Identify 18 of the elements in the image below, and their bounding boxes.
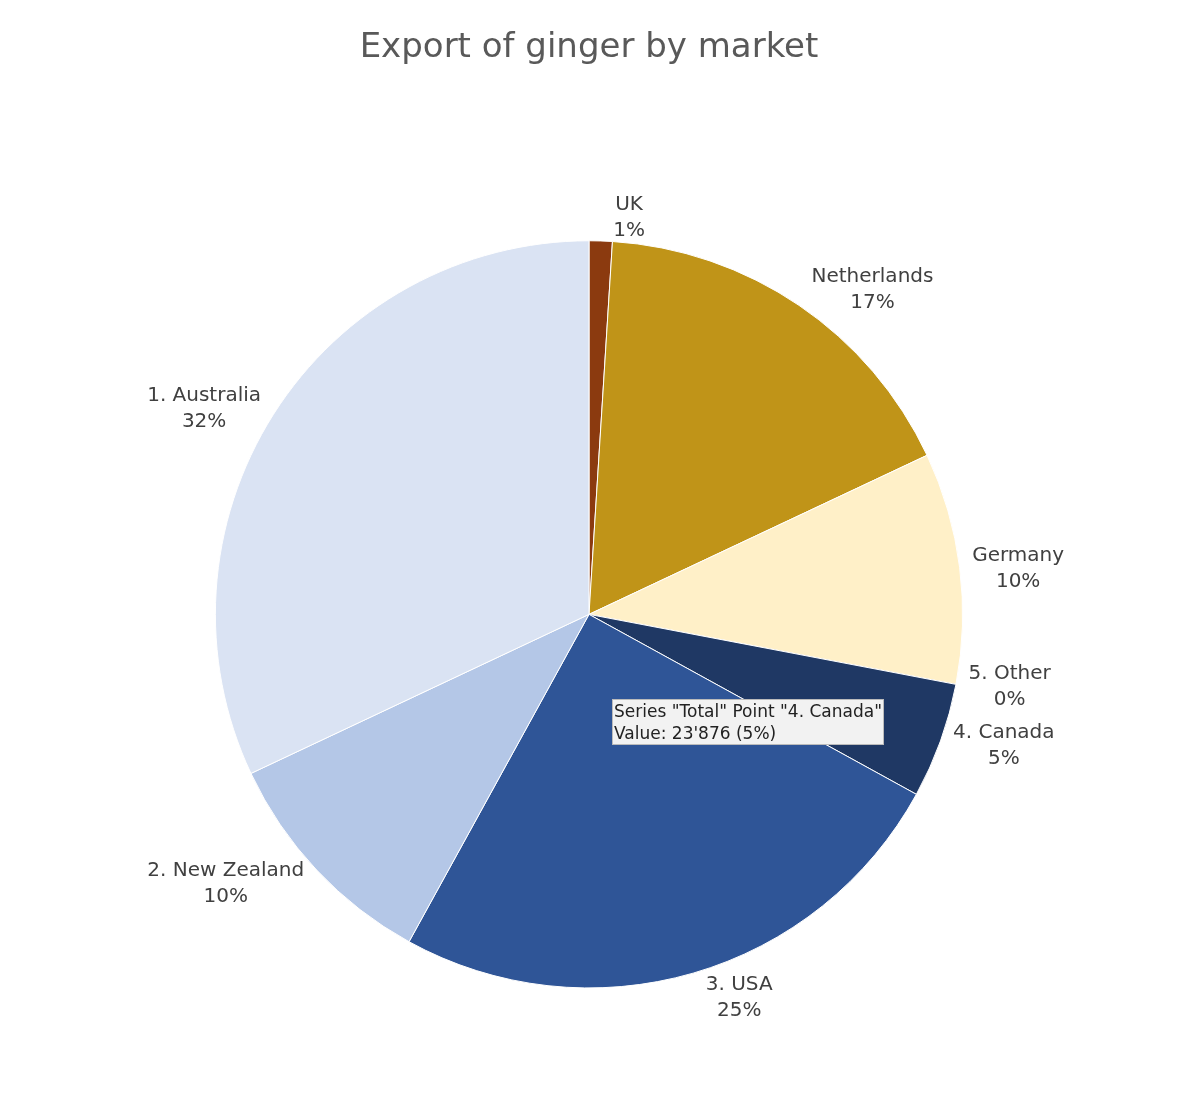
slice-label: 2. New Zealand (147, 856, 305, 881)
text: Series "Total" Point "4. Canada" Value: 23'876 (5%) (614, 701, 882, 744)
category-label: 5. Other (968, 660, 1051, 685)
data-label: 25% (716, 997, 762, 1022)
slice-label: Germany (972, 542, 1065, 567)
data-label: 10% (995, 568, 1041, 593)
slice-label: UK (615, 190, 644, 215)
chart-title: Export of ginger by market (359, 24, 819, 65)
data-label: 1% (613, 216, 645, 241)
data-label: 10% (203, 882, 248, 907)
slice-label: 1. Australia (147, 382, 262, 406)
data-label: 32% (181, 408, 227, 432)
text: 0% (993, 686, 1026, 711)
data-label: 17% (850, 289, 895, 314)
slice-label: Netherlands (811, 263, 934, 288)
slice-label: 4. Canada (953, 718, 1055, 743)
data-label: 5% (987, 744, 1020, 769)
slice-label: 3. USA (705, 971, 773, 996)
